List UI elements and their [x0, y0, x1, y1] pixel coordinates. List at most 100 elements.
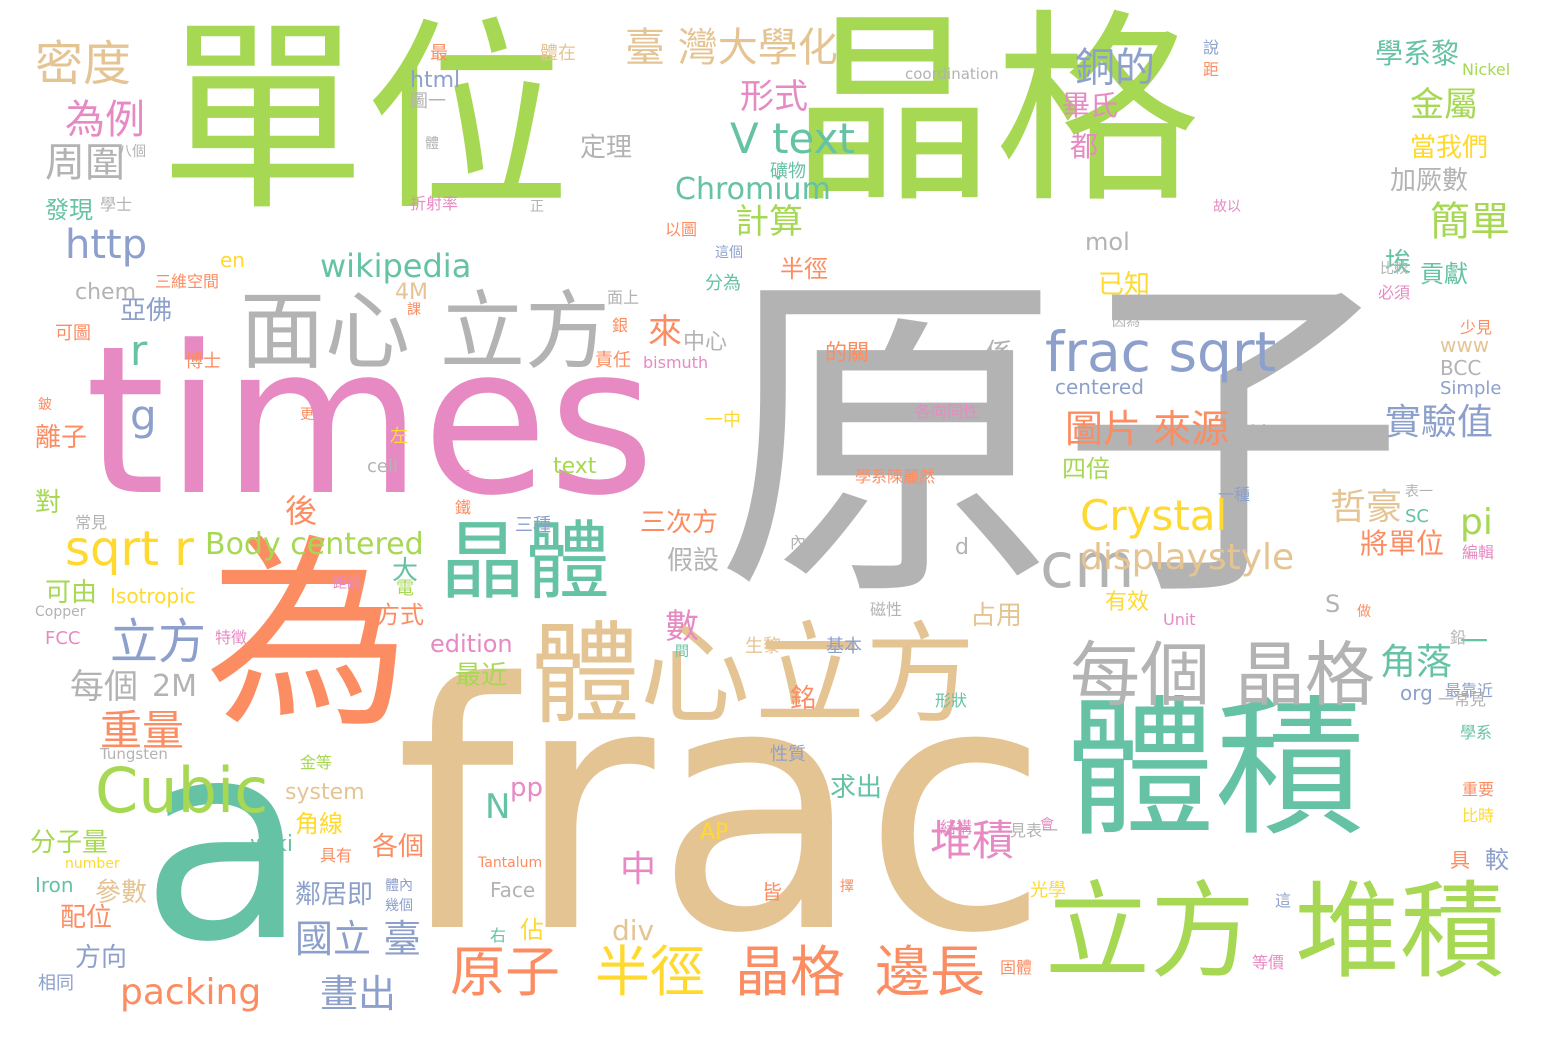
word-92: Isotropic [110, 586, 196, 606]
word-26: 為例 [65, 100, 145, 140]
word-124: cell [367, 458, 398, 476]
word-140: 四倍 [1062, 457, 1110, 481]
word-191: 表一 [1405, 485, 1433, 499]
word-74: en [220, 250, 245, 270]
word-43: 畫出 [320, 975, 396, 1013]
word-162: 生黎 [745, 638, 781, 656]
word-15: 每個 [1070, 640, 1210, 710]
word-115: 中 [620, 852, 656, 888]
word-138: 各向同性 [915, 404, 979, 420]
word-95: Tungsten [100, 747, 168, 762]
word-110: Face [490, 880, 535, 900]
word-198: 會 [1040, 818, 1054, 832]
word-25: 臺 灣大學化 [625, 28, 838, 68]
word-168: 固體 [1000, 960, 1032, 976]
word-177: 內 [790, 535, 806, 551]
word-194: 金等 [300, 755, 332, 771]
word-30: 立方 [110, 618, 206, 666]
word-185: 因為 [1112, 315, 1140, 329]
word-200: 間 [675, 645, 689, 659]
word-199: 這 [1275, 893, 1291, 909]
word-112: AP [700, 822, 728, 844]
word-172: 電 [396, 580, 414, 598]
word-86: 離子 [35, 425, 87, 451]
word-81: 以圖 [665, 222, 697, 238]
word-32: 形式 [740, 80, 808, 114]
word-40: Body centered [205, 530, 424, 560]
word-71: 半徑 [780, 257, 828, 281]
word-204: 鈹 [38, 398, 52, 412]
word-170: 一中 [705, 412, 741, 430]
word-104: wiki [250, 834, 293, 856]
word-91: Copper [35, 605, 85, 619]
word-131: bismuth [643, 355, 708, 371]
word-148: 磁性 [870, 602, 902, 618]
word-58: 學系黎 [1375, 40, 1459, 68]
word-143: S [1325, 592, 1340, 616]
word-155: 比時 [1462, 808, 1494, 824]
word-98: Iron [35, 875, 74, 895]
word-42: 國立 臺 [295, 920, 421, 958]
word-205: 擇 [840, 880, 854, 894]
word-150: org [1400, 683, 1433, 703]
word-181: 距 [1203, 62, 1219, 78]
word-161: 基本 [826, 638, 862, 656]
word-84: r [130, 330, 147, 372]
word-133: 係 [985, 340, 1013, 368]
word-90: 可由 [45, 580, 97, 606]
word-126: 中心 [683, 332, 727, 354]
word-159: 求出 [830, 775, 882, 801]
word-103: 角線 [295, 812, 343, 836]
word-179: 故以 [1213, 200, 1241, 214]
word-178: 正 [530, 200, 544, 214]
word-23: 邊長 [875, 945, 985, 1000]
word-135: www [1440, 335, 1489, 355]
word-65: 畢氏 [1062, 92, 1118, 120]
word-35: wikipedia [320, 250, 471, 282]
word-87: 對 [35, 490, 61, 516]
word-38: Crystal [1080, 495, 1227, 537]
word-107: 各個 [372, 834, 424, 860]
word-145: Unit [1163, 612, 1196, 628]
word-12: 面心 [240, 290, 410, 375]
word-33: V text [730, 118, 855, 160]
word-47: 2M [152, 672, 197, 702]
word-62: 圖一 [410, 93, 446, 111]
word-108: 佔 [520, 918, 544, 942]
word-88: 後 [285, 495, 317, 527]
word-105: system [285, 782, 365, 804]
word-19: frac sqrt [1045, 325, 1276, 380]
word-93: FCC [45, 630, 81, 648]
word-157: 具 [1450, 850, 1470, 870]
word-79: 八個 [118, 145, 146, 159]
word-0: 單位 [160, 18, 570, 223]
word-141: 一種 [1218, 487, 1250, 503]
word-171: 左 [390, 428, 408, 446]
word-122: 方式 [376, 603, 424, 627]
word-114: pp [510, 775, 543, 801]
word-129: 面上 [607, 290, 639, 306]
word-197: 幾個 [385, 899, 413, 913]
word-13: 立方 [440, 290, 610, 375]
word-142: SC [1405, 508, 1429, 526]
word-117: 數 [665, 610, 699, 644]
word-156: 較 [1485, 848, 1509, 872]
word-96: 分子量 [30, 830, 108, 856]
word-186: 這個 [715, 246, 743, 260]
word-31: 銅的 [1075, 48, 1155, 88]
word-55: 定理 [580, 135, 632, 161]
word-130: 責任 [595, 352, 631, 370]
word-152: 一常見 [1438, 692, 1486, 708]
word-37: 圖片 來源 [1065, 410, 1229, 448]
word-119: 假設 [667, 548, 719, 574]
word-39: displaystyle [1080, 540, 1294, 576]
word-116: div [612, 917, 654, 945]
word-61: html [410, 70, 460, 92]
word-76: 三維空間 [155, 274, 219, 290]
word-11: 堆積 [1295, 880, 1505, 985]
word-175: 常見 [75, 515, 107, 531]
word-1: 晶格 [790, 10, 1200, 215]
word-201: 銀 [612, 318, 628, 334]
word-154: 重要 [1462, 782, 1494, 798]
